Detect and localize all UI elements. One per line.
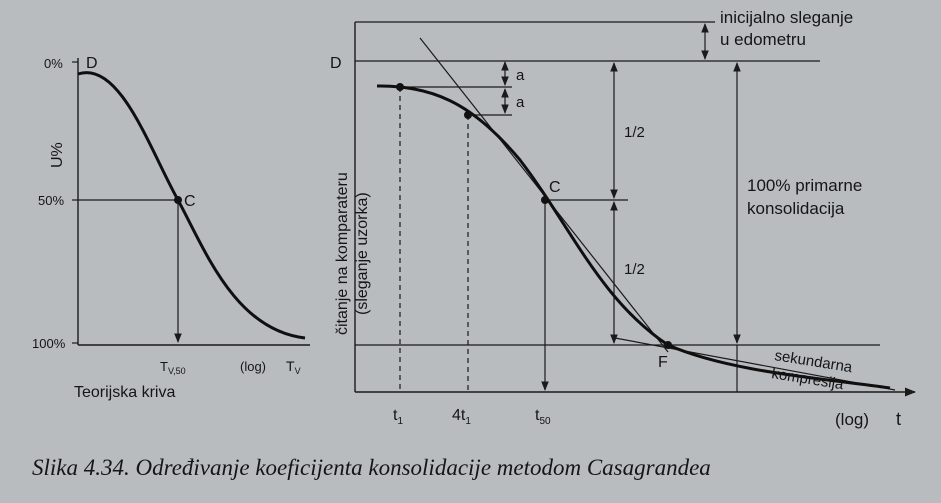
x-label-4t1: 4t1 [452, 407, 471, 427]
left-plot-title: Teorijska kriva [74, 384, 175, 401]
left-tick-label-100: 100% [32, 336, 66, 351]
primary-label-line2: konsolidacija [747, 199, 845, 218]
initial-settlement-line1: inicijalno sleganje [720, 8, 853, 27]
left-tick-label-50: 50% [38, 193, 64, 208]
figure-caption: Slika 4.34. Određivanje koeficijenta kon… [32, 455, 711, 480]
right-label-f: F [658, 354, 668, 371]
left-x-label-log: (log) [240, 359, 266, 374]
right-label-d: D [330, 55, 342, 72]
label-half-1: 1/2 [624, 124, 645, 141]
right-label-c: C [549, 179, 561, 196]
right-y-label-line1: čitanje na komparateru [334, 172, 351, 335]
left-point-c [174, 196, 182, 204]
label-a-2: a [516, 94, 525, 111]
x-label-t50: t50 [535, 407, 551, 427]
initial-settlement-line2: u edometru [720, 30, 806, 49]
left-label-c: C [184, 193, 196, 210]
x-label-log: (log) [835, 410, 869, 429]
right-plot: D C F a a 1/2 1/2 inicijalno sleganje u … [330, 8, 917, 429]
primary-label-line1: 100% primarne [747, 176, 862, 195]
left-x-label-tv: TV [286, 358, 301, 376]
point-t1 [396, 83, 404, 91]
label-a-1: a [516, 67, 525, 84]
left-plot: 0% 50% 100% D C U% TV,50 (log) TV Teorij… [32, 55, 310, 401]
point-f [664, 341, 672, 349]
left-label-d: D [86, 55, 98, 72]
left-x-label-tv50: TV,50 [160, 359, 186, 376]
label-half-2: 1/2 [624, 261, 645, 278]
point-c [541, 196, 549, 204]
x-label-t: t [896, 409, 901, 429]
right-y-label-line2: (sleganje uzorka) [354, 192, 371, 315]
point-4t1 [464, 111, 472, 119]
x-label-t1: t1 [393, 407, 403, 427]
consolidation-curve [376, 84, 891, 390]
left-y-label: U% [49, 142, 66, 168]
left-tick-label-0: 0% [44, 56, 63, 71]
